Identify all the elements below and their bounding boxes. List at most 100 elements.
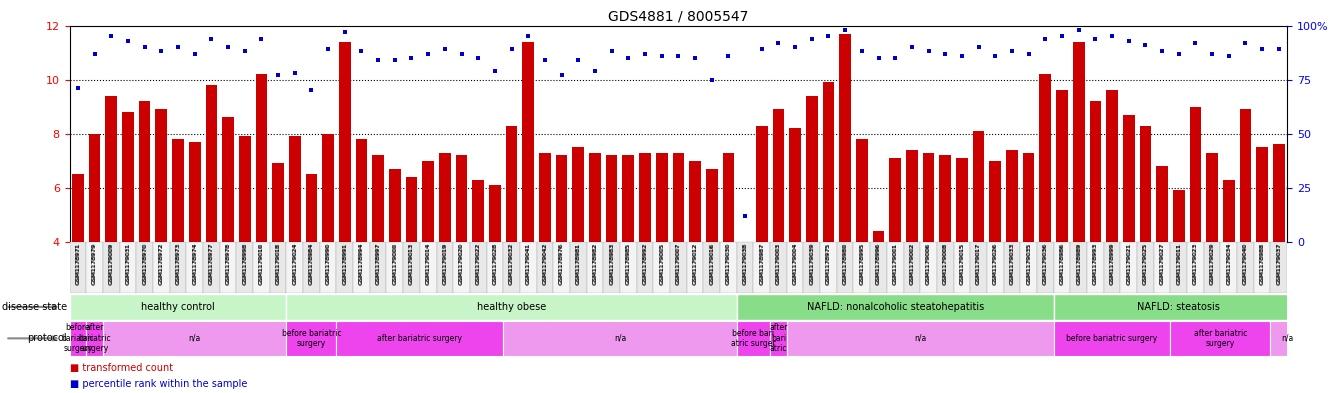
Bar [1104,242,1120,293]
Text: GSM1179041: GSM1179041 [526,243,531,285]
Bar [771,242,787,293]
Bar [472,180,484,242]
Text: GSM1178982: GSM1178982 [593,243,598,285]
Bar [1171,321,1271,356]
Bar [673,152,684,242]
Bar [704,242,720,293]
Point [1184,40,1206,46]
Text: before
bariatric
surgery: before bariatric surgery [62,323,94,353]
Text: GSM1179007: GSM1179007 [676,243,681,285]
Bar [1089,101,1101,242]
Text: GSM1178973: GSM1178973 [175,243,181,285]
Text: GSM1179012: GSM1179012 [693,243,697,285]
Text: GSM1178989: GSM1178989 [1076,243,1081,285]
Text: GSM1178978: GSM1178978 [226,243,230,285]
Bar [1053,242,1070,293]
Text: after
bari
atric: after bari atric [769,323,788,353]
Bar [554,242,570,293]
Bar [520,242,537,293]
Bar [1056,90,1068,242]
Text: GSM1179030: GSM1179030 [727,243,731,285]
Bar [637,242,653,293]
Point [551,72,573,78]
Point [500,46,522,52]
Bar [939,155,951,242]
Bar [503,242,520,293]
Text: GSM1178983: GSM1178983 [609,243,614,285]
Point [1218,53,1239,59]
Point [1235,40,1256,46]
Point [217,44,238,50]
Text: GSM1179025: GSM1179025 [1143,243,1148,285]
Bar [403,242,420,293]
Bar [921,242,937,293]
Text: GSM1179029: GSM1179029 [1210,243,1215,285]
Bar [170,242,186,293]
Bar [1037,242,1053,293]
Text: GSM1178996: GSM1178996 [876,243,880,285]
Point [351,48,372,55]
Point [1152,48,1173,55]
Text: GSM1179017: GSM1179017 [977,243,981,285]
Text: GSM1179021: GSM1179021 [1127,243,1131,285]
Text: GSM1179016: GSM1179016 [709,243,714,285]
Text: GSM1179042: GSM1179042 [542,243,547,285]
Point [735,213,756,219]
Text: GSM1178998: GSM1178998 [242,243,248,285]
Text: n/a: n/a [189,334,201,343]
Text: GSM1179021: GSM1179021 [1127,243,1131,285]
Bar [219,242,237,293]
Point [368,57,389,63]
Text: GSM1179025: GSM1179025 [1143,243,1148,285]
Bar [206,85,217,242]
Text: n/a: n/a [1280,334,1294,343]
Text: GSM1179008: GSM1179008 [943,243,947,285]
Text: GSM1179003: GSM1179003 [776,243,781,285]
Text: GSM1178997: GSM1178997 [376,243,380,285]
Text: GSM1179036: GSM1179036 [1042,243,1048,285]
Text: GSM1179022: GSM1179022 [476,243,480,285]
Bar [304,242,320,293]
Text: GSM1178978: GSM1178978 [226,243,230,285]
Point [652,53,673,59]
Text: before bariatric surgery: before bariatric surgery [1066,334,1157,343]
Bar [272,163,284,242]
Text: GSM1178973: GSM1178973 [175,243,181,285]
Text: GSM1179038: GSM1179038 [743,243,748,285]
Text: GSM1179036: GSM1179036 [1042,243,1048,285]
Bar [1223,180,1235,242]
Bar [987,242,1004,293]
Bar [771,321,787,356]
Point [1034,35,1056,42]
Text: GSM1178984: GSM1178984 [309,243,314,285]
Point [1251,46,1272,52]
Text: GSM1178974: GSM1178974 [193,243,197,285]
Text: GSM1179040: GSM1179040 [1243,243,1248,285]
Point [918,48,939,55]
Text: n/a: n/a [614,334,626,343]
Bar [789,128,801,242]
Text: GSM1179034: GSM1179034 [1227,243,1231,285]
Text: GSM1179002: GSM1179002 [910,243,914,285]
Bar [286,294,737,320]
Bar [1271,242,1287,293]
Bar [70,242,86,293]
Text: GSM1178992: GSM1178992 [642,243,648,285]
Text: ■ transformed count: ■ transformed count [70,364,173,373]
Bar [686,242,704,293]
Point [634,50,656,57]
Bar [1086,242,1104,293]
Bar [823,82,835,242]
Bar [1187,242,1204,293]
Bar [506,125,518,242]
Text: GSM1179024: GSM1179024 [292,243,297,285]
Bar [706,169,717,242]
Bar [1107,90,1117,242]
Bar [456,155,467,242]
Bar [286,242,304,293]
Bar [539,152,551,242]
Bar [1254,242,1271,293]
Point [835,27,856,33]
Bar [139,101,150,242]
Point [67,85,88,91]
